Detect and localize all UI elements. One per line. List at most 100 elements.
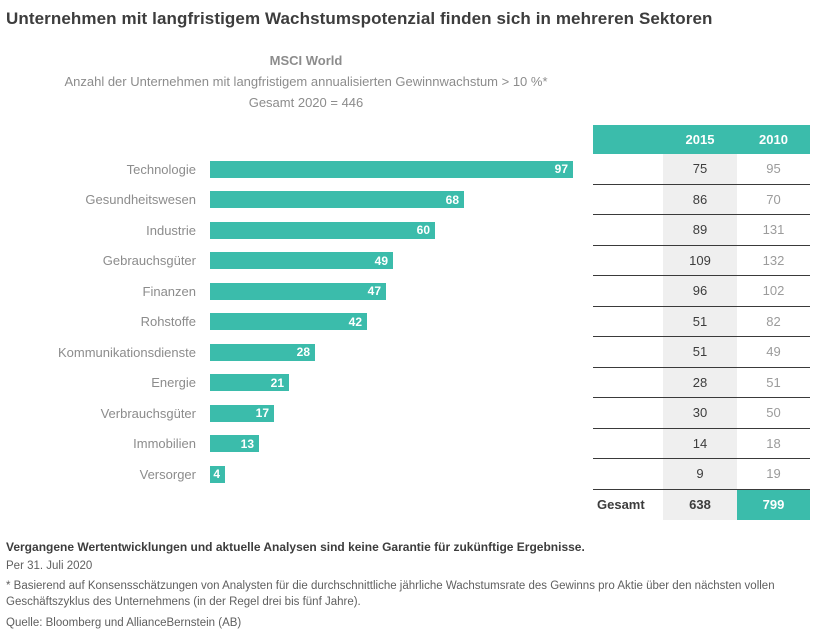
- chart-subtitle-index: MSCI World: [269, 53, 343, 68]
- table-cell-2010: 95: [766, 161, 781, 177]
- table-cell-2015: 109: [663, 245, 737, 276]
- table-row-spacer: [593, 185, 663, 215]
- category-label: Immobilien: [133, 436, 196, 452]
- chart-subtitle-total: Gesamt 2020 = 446: [248, 95, 364, 111]
- table-row-spacer: [593, 337, 663, 367]
- chart-table-row: Versorger 4 9 19: [0, 459, 840, 490]
- bar-value-label: 21: [270, 375, 284, 390]
- bar-zone: 60: [204, 215, 593, 246]
- table-row-spacer: [593, 398, 663, 428]
- table-row-spacer: [593, 429, 663, 459]
- bar-zone: 42: [204, 307, 593, 338]
- category-label: Gesundheitswesen: [85, 192, 196, 208]
- bar-zone: 68: [204, 185, 593, 216]
- table-cell-2010: 49: [766, 344, 781, 360]
- table-cell-2010: 131: [762, 222, 785, 238]
- table-row-cells: 75 95: [593, 154, 810, 185]
- table-cell-2015: 51: [663, 306, 737, 337]
- table-row-cells: 96 102: [593, 276, 810, 307]
- total-row-bar-spacer: [204, 490, 593, 521]
- table-cell-2010: 132: [762, 252, 785, 268]
- bar: 21: [210, 374, 289, 392]
- chart-and-table: 2015 2010 Technologie 97 75 95 Gesundhei…: [0, 125, 840, 521]
- bar: 47: [210, 282, 386, 300]
- table-row-spacer: [593, 368, 663, 398]
- table-header-2010: 2010: [759, 132, 788, 148]
- table-row-cells: 9 19: [593, 459, 810, 490]
- total-value-2015: 638: [663, 489, 737, 521]
- table-row-cells: 30 50: [593, 398, 810, 429]
- table-row-cells: 86 70: [593, 184, 810, 216]
- bar: 4: [210, 465, 225, 483]
- table-row-spacer: [593, 307, 663, 337]
- category-label: Kommunikationsdienste: [57, 344, 196, 360]
- bar-zone: 28: [204, 337, 593, 368]
- table-cell-2015: 9: [663, 459, 737, 489]
- chart-table-row: Finanzen 47 96 102: [0, 276, 840, 307]
- chart-table-row: Immobilien 13 14 18: [0, 428, 840, 460]
- table-cell-2010: 18: [766, 435, 781, 451]
- category-label: Finanzen: [142, 283, 196, 299]
- footer-disclaimer: Vergangene Wertentwicklungen und aktuell…: [6, 540, 585, 555]
- bar-value-label: 28: [296, 345, 310, 360]
- bar-zone: 21: [204, 368, 593, 399]
- table-row-spacer: [593, 459, 663, 489]
- table-row-spacer: [593, 276, 663, 306]
- table-cell-2015: 96: [663, 276, 737, 306]
- header-spacer: [0, 125, 593, 154]
- bar: 49: [210, 252, 393, 270]
- total-row-cells: Gesamt 638 799: [593, 489, 810, 521]
- category-label: Versorger: [139, 466, 196, 482]
- category-label: Energie: [151, 375, 196, 391]
- table-cell-2015: 30: [663, 398, 737, 428]
- table-row-cells: 28 51: [593, 367, 810, 399]
- chart-table-row: Gesundheitswesen 68 86 70: [0, 184, 840, 216]
- chart-table-row: Technologie 97 75 95: [0, 154, 840, 185]
- chart-table-row: Rohstoffe 42 51 82: [0, 306, 840, 338]
- table-cell-2015: 28: [663, 367, 737, 398]
- page-title: Unternehmen mit langfristigem Wachstumsp…: [6, 9, 713, 28]
- table-cell-2010: 19: [766, 466, 781, 482]
- footer-source: Quelle: Bloomberg und AllianceBernstein …: [6, 616, 242, 629]
- total-value-2010: 799: [737, 489, 810, 521]
- table-row-spacer: [593, 246, 663, 276]
- table-cell-2010: 82: [766, 313, 781, 329]
- footer-footnote: * Basierend auf Konsensschätzungen von A…: [6, 580, 775, 609]
- bar-zone: 17: [204, 398, 593, 429]
- bar-value-label: 13: [240, 436, 254, 451]
- bar-value-label: 60: [416, 223, 430, 238]
- bar-value-label: 68: [445, 192, 459, 207]
- bar: 17: [210, 404, 274, 422]
- chart-table-row: Energie 21 28 51: [0, 367, 840, 399]
- bar-value-label: 4: [213, 467, 220, 482]
- chart-table-row: Industrie 60 89 131: [0, 215, 840, 246]
- table-cell-2015: 75: [663, 154, 737, 184]
- table-cell-2015: 51: [663, 337, 737, 367]
- bar: 68: [210, 191, 464, 209]
- chart-rows: Technologie 97 75 95 Gesundheitswesen 68…: [0, 154, 840, 490]
- bar-zone: 13: [204, 429, 593, 460]
- table-row-spacer: [593, 154, 663, 184]
- chart-subtitle-description: Anzahl der Unternehmen mit langfristigem…: [64, 74, 548, 90]
- total-row: Gesamt 638 799: [0, 489, 840, 521]
- bar: 97: [210, 160, 573, 178]
- table-header-row: 2015 2010: [0, 125, 840, 155]
- bar: 28: [210, 343, 315, 361]
- table-row-cells: 109 132: [593, 245, 810, 277]
- footer-date: Per 31. Juli 2020: [6, 560, 93, 573]
- bar-value-label: 42: [348, 314, 362, 329]
- bar-value-label: 47: [367, 284, 381, 299]
- table-cell-2010: 70: [766, 191, 781, 207]
- table-row-spacer: [593, 215, 663, 245]
- bar-value-label: 49: [374, 253, 388, 268]
- footer: Vergangene Wertentwicklungen und aktuell…: [0, 540, 840, 629]
- bar-value-label: 97: [554, 162, 568, 177]
- table-cell-2010: 51: [766, 374, 781, 390]
- bar-zone: 47: [204, 276, 593, 307]
- category-label: Industrie: [146, 222, 196, 238]
- bar: 13: [210, 435, 259, 453]
- table-row-cells: 51 82: [593, 306, 810, 338]
- total-row-label-spacer: [0, 490, 204, 521]
- bar-zone: 4: [204, 459, 593, 490]
